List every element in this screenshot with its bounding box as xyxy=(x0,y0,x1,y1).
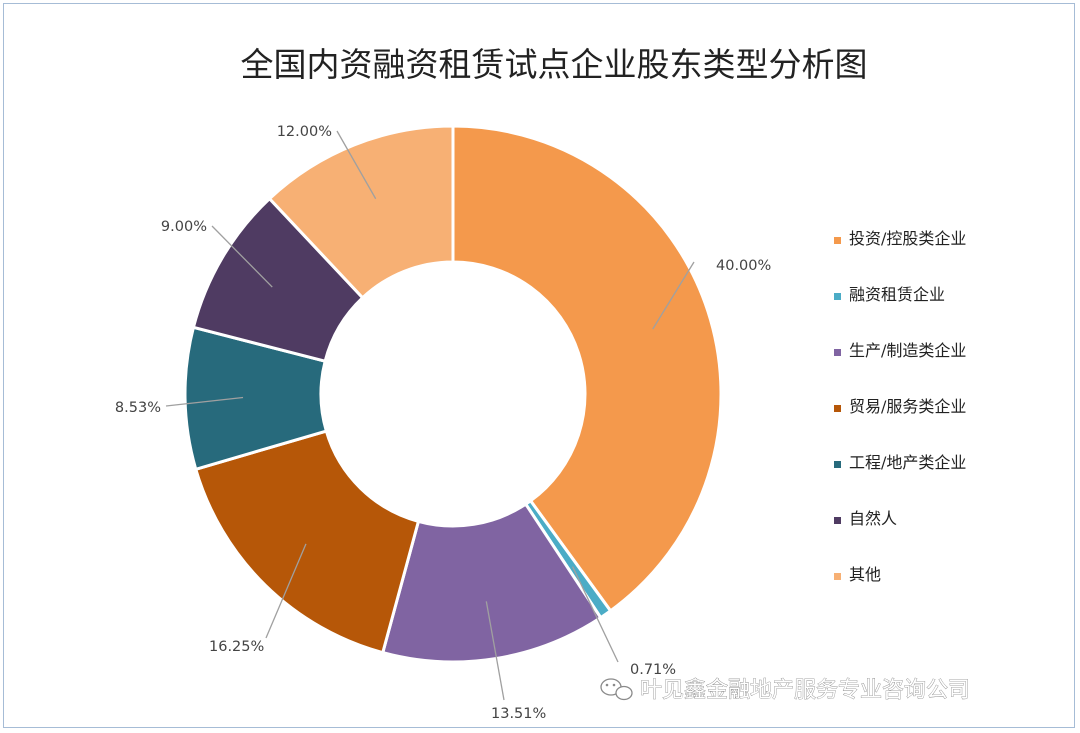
slice-7-value-label: 12.00% xyxy=(277,124,332,140)
watermark-text: 叶见鑫金融地产服务专业咨询公司 xyxy=(640,678,970,703)
legend-swatch-7 xyxy=(834,573,841,580)
slice-6-value-label: 9.00% xyxy=(161,219,207,235)
slice-3-leader-line xyxy=(485,601,505,701)
leader-lines xyxy=(165,130,695,701)
slice-2-value-label: 0.71% xyxy=(630,662,676,678)
slice-1-leader-line xyxy=(652,261,695,330)
legend-swatch-2 xyxy=(834,293,841,300)
legend-label-7: 其他 xyxy=(849,565,881,584)
legend-label-5: 工程/地产类企业 xyxy=(849,453,966,472)
legend-swatch-3 xyxy=(834,349,841,356)
slice-3 xyxy=(380,502,603,664)
legend-label-6: 自然人 xyxy=(849,509,897,528)
legend-label-2: 融资租赁企业 xyxy=(849,285,945,304)
slice-4-value-label: 16.25% xyxy=(209,639,264,655)
data-labels: 40.00% 0.71% 13.51% 16.25% 8.53% 9.00% 12.00% xyxy=(115,124,771,722)
slice-1 xyxy=(451,124,723,613)
slice-6-leader-line xyxy=(211,225,273,288)
legend: 投资/控股类企业融资租赁企业生产/制造类企业贸易/服务类企业工程/地产类企业自然… xyxy=(834,229,966,584)
slice-7-leader-line xyxy=(336,130,377,200)
slice-5-value-label: 8.53% xyxy=(115,400,161,416)
slice-3-value-label: 13.51% xyxy=(491,706,546,722)
chart: 全国内资融资租赁试点企业股东类型分析图 40.00% 0.71% 13.51% 16.… xyxy=(115,45,970,722)
slice-2-leader-line xyxy=(572,566,619,663)
legend-label-3: 生产/制造类企业 xyxy=(849,341,966,360)
slice-1-value-label: 40.00% xyxy=(716,258,771,274)
chart-frame: 全国内资融资租赁试点企业股东类型分析图 40.00% 0.71% 13.51% 16.… xyxy=(3,3,1075,728)
legend-swatch-4 xyxy=(834,405,841,412)
slice-5-leader-line xyxy=(165,396,244,407)
legend-swatch-6 xyxy=(834,517,841,524)
chart-title: 全国内资融资租赁试点企业股东类型分析图 xyxy=(241,45,868,84)
watermark: 叶见鑫金融地产服务专业咨询公司 xyxy=(600,678,970,703)
slice-4-leader-line xyxy=(265,543,307,639)
legend-label-1: 投资/控股类企业 xyxy=(849,229,966,248)
legend-label-4: 贸易/服务类企业 xyxy=(849,397,966,416)
pie-slices xyxy=(183,124,723,664)
legend-swatch-5 xyxy=(834,461,841,468)
legend-swatch-1 xyxy=(834,237,841,244)
slice-7 xyxy=(267,124,455,300)
slice-4 xyxy=(193,429,421,655)
wechat-icon xyxy=(600,678,633,701)
